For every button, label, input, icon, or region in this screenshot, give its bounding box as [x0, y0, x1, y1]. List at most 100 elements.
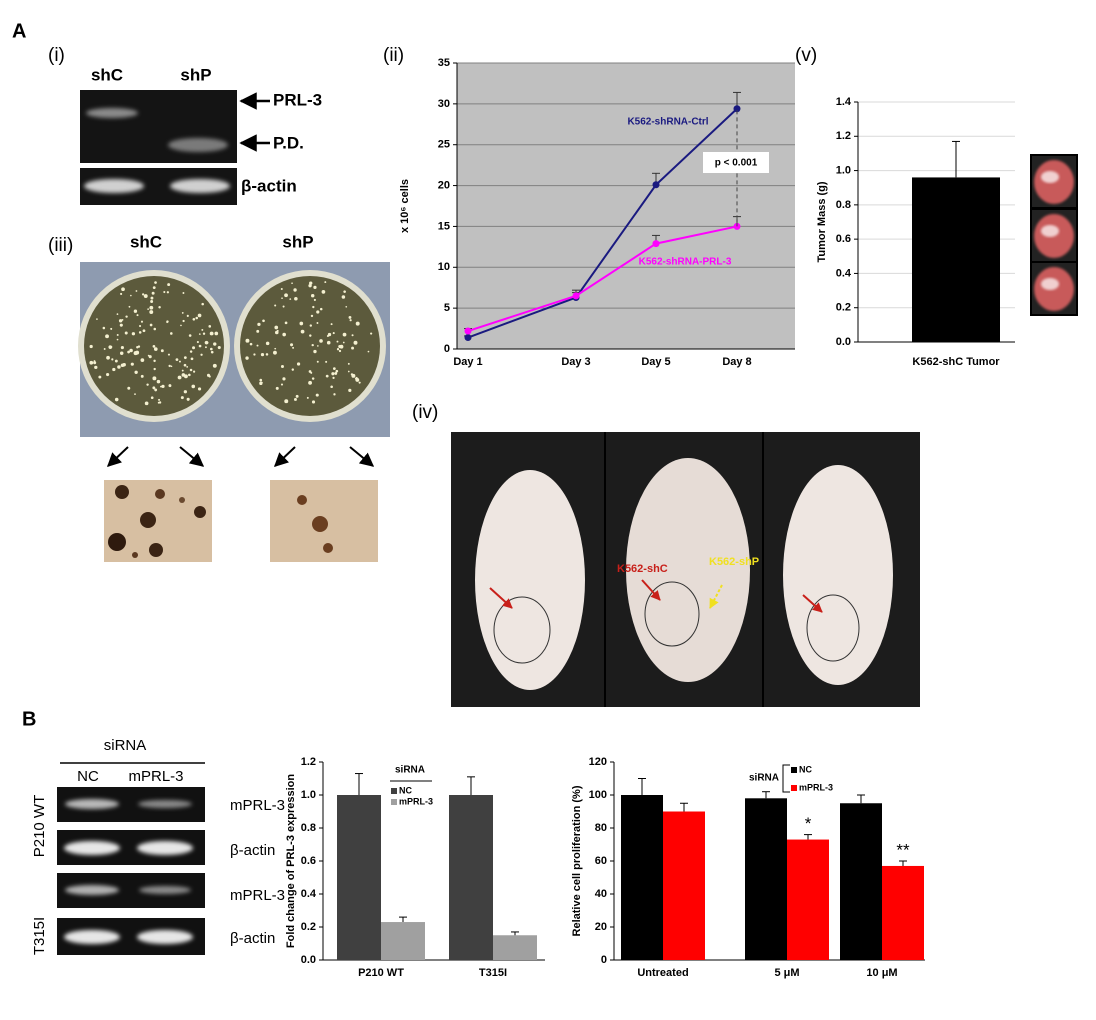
colony: [274, 304, 277, 307]
x-tick-label: 5 μM: [774, 967, 799, 979]
colony: [128, 305, 131, 308]
colony: [121, 318, 124, 321]
colony: [116, 313, 119, 315]
colony: [177, 375, 182, 380]
y-tick-label: 0.8: [836, 199, 851, 211]
band-label: β-actin: [230, 842, 275, 859]
colony: [316, 322, 319, 324]
colony: [151, 291, 155, 295]
colony: [142, 293, 145, 296]
colony: [276, 329, 279, 332]
y-tick-label: 20: [438, 179, 450, 191]
colony: [116, 333, 119, 336]
tumor-highlight: [1041, 225, 1059, 237]
colony: [136, 314, 139, 317]
bar: [840, 803, 882, 960]
colony: [193, 370, 196, 373]
y-tick-label: 1.0: [301, 789, 316, 801]
colony: [351, 334, 354, 337]
colony: [152, 286, 156, 290]
y-axis-label: Relative cell proliferation (%): [571, 785, 583, 936]
colony: [348, 388, 352, 392]
band-label: PRL-3: [273, 90, 322, 109]
y-tick-label: 15: [438, 220, 450, 232]
colony: [281, 297, 283, 299]
colony: [138, 331, 142, 334]
colony: [197, 387, 202, 391]
colony: [127, 350, 130, 354]
colony: [175, 358, 179, 361]
colony: [217, 345, 221, 350]
colony: [260, 353, 265, 357]
colony: [181, 373, 186, 377]
y-tick-label: 0.0: [301, 954, 316, 966]
bar: [381, 922, 425, 960]
colony: [308, 370, 312, 373]
legend-label: mPRL-3: [799, 782, 833, 792]
colony: [347, 370, 350, 373]
colony: [308, 283, 312, 288]
gel-image: [80, 90, 270, 205]
colony: [265, 353, 269, 356]
colony: [201, 302, 204, 306]
colony: [353, 340, 358, 345]
colony: [153, 327, 157, 331]
y-tick-label: 0.0: [836, 336, 851, 348]
colony: [332, 376, 335, 379]
colony: [351, 346, 355, 350]
colony: [195, 316, 199, 320]
colony: [299, 321, 304, 326]
point: [572, 292, 580, 300]
colony: [118, 319, 123, 323]
colony: [208, 375, 211, 378]
colony: [209, 331, 214, 336]
colony: [160, 349, 164, 353]
colony: [355, 378, 360, 382]
colony: [280, 365, 284, 369]
colony: [311, 377, 315, 380]
colony: [284, 399, 289, 404]
colony: [334, 372, 338, 375]
tumor-label: K562-shP: [709, 556, 759, 568]
colony: [249, 342, 253, 346]
colony: [293, 288, 297, 292]
colony: [310, 293, 315, 298]
colony: [289, 298, 292, 300]
colony: [154, 281, 157, 284]
y-tick-label: 1.2: [301, 756, 316, 768]
colony: [188, 373, 191, 377]
legend-label: mPRL-3: [399, 796, 433, 806]
colony: [342, 341, 345, 344]
colony: [125, 315, 128, 318]
colony: [332, 332, 335, 335]
colony: [166, 291, 170, 294]
colony: [257, 322, 261, 327]
point: [464, 327, 472, 335]
colony: [186, 397, 190, 401]
y-tick-label: 0.8: [301, 822, 316, 834]
y-tick-label: 0.4: [301, 888, 317, 900]
colony: [153, 347, 158, 351]
colony: [182, 319, 185, 323]
band-label: P.D.: [273, 133, 304, 152]
colony: [351, 373, 356, 378]
colony: [321, 290, 326, 294]
colony: [343, 290, 346, 293]
colony: [214, 331, 219, 336]
colony: [282, 332, 286, 337]
y-tick-label: 0.2: [301, 921, 316, 933]
colony: [325, 374, 329, 378]
colony: [183, 390, 187, 394]
colony: [326, 340, 331, 345]
colony: [316, 310, 320, 314]
colony: [198, 333, 201, 335]
subpanel-label: (iii): [48, 235, 73, 256]
y-tick-label: 0.6: [836, 233, 851, 245]
colony: [117, 365, 121, 369]
y-tick-label: 0: [444, 343, 450, 355]
colony: [259, 378, 263, 382]
colony: [110, 327, 113, 330]
colony: [152, 386, 156, 390]
colony: [273, 350, 277, 355]
lane-label: shC: [91, 65, 123, 84]
